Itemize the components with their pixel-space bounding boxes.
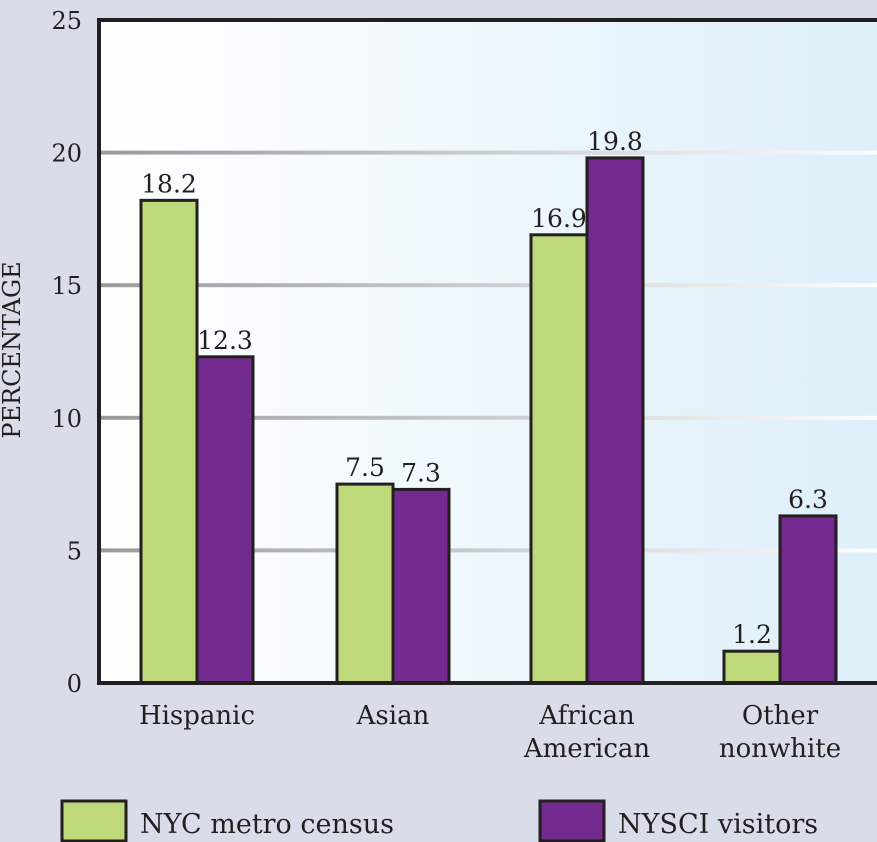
gridline bbox=[101, 150, 877, 155]
x-tick-label: Asian bbox=[356, 701, 430, 731]
bar-census bbox=[335, 482, 395, 685]
x-tick-label: nonwhite bbox=[719, 734, 841, 764]
bar-visitors bbox=[778, 514, 838, 685]
y-tick-label: 15 bbox=[51, 272, 82, 300]
gridline bbox=[101, 283, 877, 288]
gridline bbox=[101, 548, 877, 553]
x-tick-label: Other bbox=[742, 701, 819, 731]
y-tick-label: 10 bbox=[51, 405, 82, 433]
bar-census bbox=[529, 233, 589, 685]
data-label: 6.3 bbox=[788, 485, 828, 514]
bar-census bbox=[139, 198, 199, 685]
bar-visitors bbox=[195, 355, 255, 685]
bar-visitors bbox=[585, 156, 645, 685]
x-tick-label: African bbox=[538, 701, 635, 731]
gridline bbox=[101, 415, 877, 420]
y-tick-label: 25 bbox=[51, 7, 82, 35]
data-label: 1.2 bbox=[732, 620, 772, 649]
data-label: 12.3 bbox=[197, 326, 253, 355]
y-axis-label: PERCENTAGE bbox=[0, 261, 26, 438]
x-tick-label: American bbox=[523, 734, 651, 764]
legend-swatch bbox=[60, 799, 128, 842]
data-label: 16.9 bbox=[531, 204, 587, 233]
legend-swatch bbox=[538, 799, 606, 842]
x-tick-label: Hispanic bbox=[139, 701, 255, 731]
bar-census bbox=[722, 649, 782, 685]
legend-label: NYSCI visitors bbox=[618, 809, 818, 840]
data-label: 7.3 bbox=[401, 458, 441, 487]
bar-visitors bbox=[391, 487, 451, 685]
y-tick-label: 0 bbox=[67, 670, 82, 698]
y-tick-label: 5 bbox=[67, 537, 82, 565]
legend-label: NYC metro census bbox=[140, 809, 394, 840]
data-label: 19.8 bbox=[587, 127, 643, 156]
data-label: 18.2 bbox=[141, 169, 197, 198]
y-tick-label: 20 bbox=[51, 140, 82, 168]
data-label: 7.5 bbox=[345, 453, 385, 482]
